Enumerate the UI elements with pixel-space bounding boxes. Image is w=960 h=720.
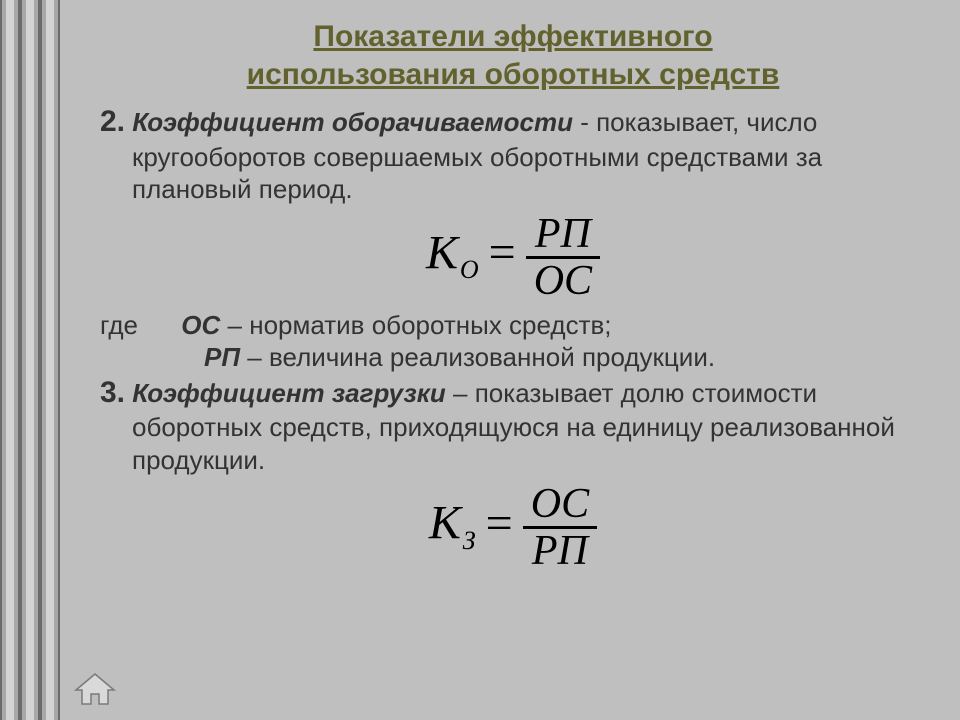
where-symbol: ОС: [181, 310, 220, 340]
item-number: 3.: [100, 376, 125, 409]
equals-sign: =: [476, 497, 523, 550]
where-text: – норматив оборотных средств;: [220, 310, 611, 340]
fraction-num: РП: [526, 212, 600, 259]
title-line: использования оборотных средств: [247, 58, 780, 91]
item-3: 3. Коэффициент загрузки – показывает дол…: [86, 374, 940, 477]
slide-area: Показатели эффективного использования об…: [60, 0, 960, 720]
slide-title: Показатели эффективного использования об…: [86, 18, 940, 93]
formula-turnover: КО=РПОС: [86, 212, 940, 303]
rail-groove: [40, 0, 60, 720]
left-rail: [0, 0, 60, 720]
home-button[interactable]: [72, 668, 118, 708]
title-line: Показатели эффективного: [313, 20, 712, 53]
fraction-den: ОС: [526, 259, 600, 303]
home-icon: [72, 668, 118, 708]
where-symbol: РП: [204, 342, 240, 372]
where-label: где: [100, 310, 138, 340]
fraction-den: РП: [523, 529, 597, 573]
where-text: – величина реализованной продукции.: [240, 342, 715, 372]
equals-sign: =: [479, 226, 526, 279]
rail-groove: [20, 0, 40, 720]
formula-lhs-base: К: [426, 226, 458, 279]
where-line-2: РП – величина реализованной продукции.: [86, 341, 940, 374]
where-line-1: где ОС – норматив оборотных средств;: [86, 309, 940, 342]
item-term: Коэффициент загрузки: [132, 378, 446, 408]
fraction: ОСРП: [523, 482, 597, 573]
fraction: РПОС: [526, 212, 600, 303]
formula-load: КЗ=ОСРП: [86, 482, 940, 573]
formula-lhs-sub: З: [461, 526, 476, 555]
fraction-num: ОС: [523, 482, 597, 529]
formula-lhs-base: К: [429, 497, 461, 550]
item-number: 2.: [100, 105, 125, 138]
formula-lhs-sub: О: [458, 255, 479, 284]
rail-groove: [0, 0, 20, 720]
item-term: Коэффициент оборачиваемости: [132, 107, 573, 137]
item-2: 2. Коэффициент оборачиваемости - показыв…: [86, 103, 940, 206]
slide-body: 2. Коэффициент оборачиваемости - показыв…: [86, 103, 940, 573]
